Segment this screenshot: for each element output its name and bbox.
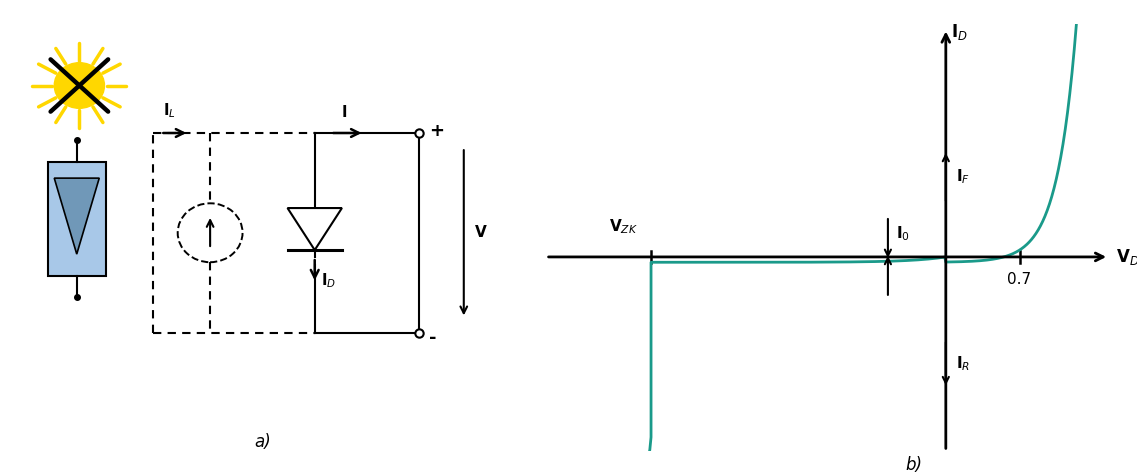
Polygon shape [288, 208, 342, 250]
Text: I$_F$: I$_F$ [956, 167, 970, 186]
Text: I$_L$: I$_L$ [163, 101, 176, 120]
Text: b): b) [906, 456, 923, 474]
Bar [48, 162, 106, 276]
Text: V$_{ZK}$: V$_{ZK}$ [609, 217, 638, 236]
Circle shape [55, 63, 105, 108]
Text: V$_D$: V$_D$ [1117, 247, 1137, 267]
Text: V: V [475, 225, 487, 240]
Text: I$_0$: I$_0$ [896, 224, 911, 243]
Polygon shape [55, 178, 99, 254]
Text: I$_D$: I$_D$ [951, 22, 968, 42]
Text: +: + [429, 122, 443, 140]
Text: 0.7: 0.7 [1007, 273, 1031, 287]
Text: -: - [429, 329, 437, 347]
Text: I$_D$: I$_D$ [321, 272, 337, 290]
Text: I: I [342, 104, 348, 120]
Text: a): a) [254, 433, 271, 451]
Text: I$_R$: I$_R$ [956, 354, 971, 373]
